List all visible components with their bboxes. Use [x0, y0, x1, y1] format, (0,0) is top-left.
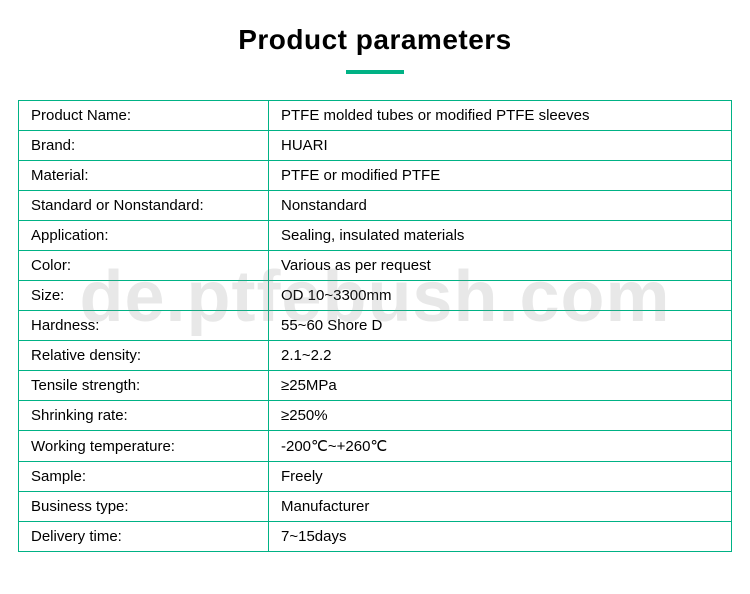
- table-row: Product Name:PTFE molded tubes or modifi…: [19, 101, 732, 131]
- param-label: Business type:: [19, 492, 269, 522]
- param-value: OD 10~3300mm: [269, 281, 732, 311]
- param-label: Working temperature:: [19, 431, 269, 462]
- table-row: Shrinking rate:≥250%: [19, 401, 732, 431]
- param-value: PTFE molded tubes or modified PTFE sleev…: [269, 101, 732, 131]
- table-row: Brand:HUARI: [19, 131, 732, 161]
- param-label: Hardness:: [19, 311, 269, 341]
- table-row: Working temperature:-200℃~+260℃: [19, 431, 732, 462]
- param-label: Relative density:: [19, 341, 269, 371]
- param-value: -200℃~+260℃: [269, 431, 732, 462]
- param-label: Application:: [19, 221, 269, 251]
- parameters-table-wrap: Product Name:PTFE molded tubes or modifi…: [0, 74, 750, 552]
- param-label: Tensile strength:: [19, 371, 269, 401]
- table-row: Sample:Freely: [19, 462, 732, 492]
- page-title: Product parameters: [0, 24, 750, 56]
- param-value: 7~15days: [269, 522, 732, 552]
- param-value: Nonstandard: [269, 191, 732, 221]
- table-row: Standard or Nonstandard:Nonstandard: [19, 191, 732, 221]
- param-value: Sealing, insulated materials: [269, 221, 732, 251]
- param-label: Sample:: [19, 462, 269, 492]
- param-label: Product Name:: [19, 101, 269, 131]
- param-value: Various as per request: [269, 251, 732, 281]
- param-value: 2.1~2.2: [269, 341, 732, 371]
- parameters-table: Product Name:PTFE molded tubes or modifi…: [18, 100, 732, 552]
- param-label: Size:: [19, 281, 269, 311]
- param-value: ≥25MPa: [269, 371, 732, 401]
- parameters-tbody: Product Name:PTFE molded tubes or modifi…: [19, 101, 732, 552]
- table-row: Application: Sealing, insulated material…: [19, 221, 732, 251]
- title-section: Product parameters: [0, 0, 750, 74]
- param-label: Brand:: [19, 131, 269, 161]
- param-label: Standard or Nonstandard:: [19, 191, 269, 221]
- table-row: Tensile strength:≥25MPa: [19, 371, 732, 401]
- table-row: Material: PTFE or modified PTFE: [19, 161, 732, 191]
- table-row: Business type:Manufacturer: [19, 492, 732, 522]
- table-row: Size: OD 10~3300mm: [19, 281, 732, 311]
- param-value: 55~60 Shore D: [269, 311, 732, 341]
- param-value: Manufacturer: [269, 492, 732, 522]
- table-row: Delivery time: 7~15days: [19, 522, 732, 552]
- param-value: Freely: [269, 462, 732, 492]
- table-row: Relative density:2.1~2.2: [19, 341, 732, 371]
- param-label: Shrinking rate:: [19, 401, 269, 431]
- param-label: Color:: [19, 251, 269, 281]
- param-value: PTFE or modified PTFE: [269, 161, 732, 191]
- param-value: ≥250%: [269, 401, 732, 431]
- table-row: Color: Various as per request: [19, 251, 732, 281]
- table-row: Hardness:55~60 Shore D: [19, 311, 732, 341]
- param-value: HUARI: [269, 131, 732, 161]
- param-label: Delivery time:: [19, 522, 269, 552]
- param-label: Material:: [19, 161, 269, 191]
